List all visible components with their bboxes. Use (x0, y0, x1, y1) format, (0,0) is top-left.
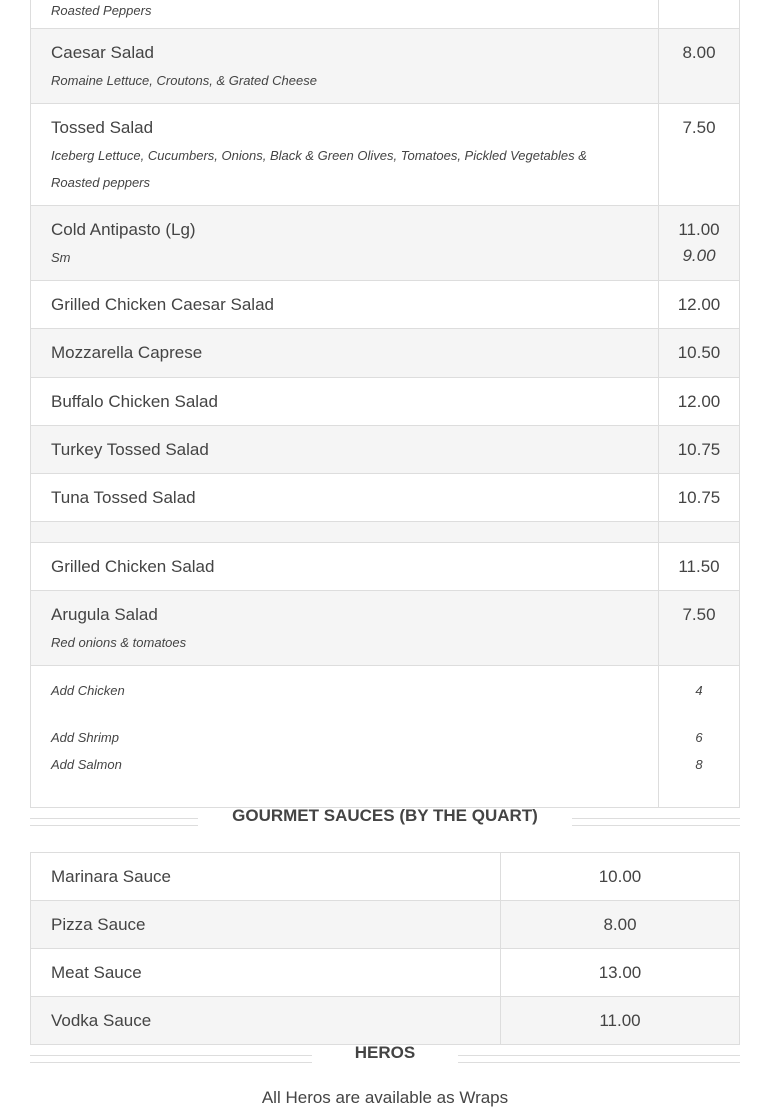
addon-price: 8 (695, 757, 703, 772)
divider (458, 1055, 740, 1063)
salads-table: Roasted Peppers Caesar Salad Romaine Lett… (30, 0, 740, 808)
menu-row: Grilled Chicken Salad 11.50 (30, 542, 740, 591)
section-title: GOURMET SAUCES (BY THE QUART) (232, 806, 538, 825)
menu-row: Mozzarella Caprese 10.50 (30, 328, 740, 378)
addon-name: Add Shrimp (51, 730, 119, 745)
item-name: Cold Antipasto (Lg) (51, 220, 196, 239)
item-name: Grilled Chicken Salad (51, 557, 215, 576)
addon-name: Add Chicken (51, 683, 125, 698)
item-price: 7.50 (682, 118, 716, 137)
item-name: Caesar Salad (51, 43, 155, 62)
item-price: 10.50 (677, 343, 721, 362)
item-name: Marinara Sauce (51, 867, 172, 886)
menu-row: Caesar Salad Romaine Lettuce, Croutons, &… (30, 28, 740, 104)
menu-row: Vodka Sauce 11.00 (30, 996, 740, 1045)
menu-row: Buffalo Chicken Salad 12.00 (30, 377, 740, 426)
item-price: 10.75 (677, 488, 721, 507)
addon-price: 4 (695, 683, 703, 698)
menu-row: Meat Sauce 13.00 (30, 948, 740, 997)
section-title: HEROS (354, 1043, 416, 1062)
item-price: 12.00 (677, 295, 721, 314)
item-price: 10.75 (677, 440, 721, 459)
menu-row: Tossed Salad Iceberg Lettuce, Cucumbers, … (30, 103, 740, 206)
item-name: Tuna Tossed Salad (51, 488, 196, 507)
addon-price: 6 (695, 730, 703, 745)
item-price-small: 9.00 (682, 246, 716, 265)
item-price: 8.00 (603, 915, 637, 934)
item-name: Pizza Sauce (51, 915, 146, 934)
section-heading-heros: HEROS (30, 1043, 740, 1071)
menu-row: Grilled Chicken Caesar Salad 12.00 (30, 280, 740, 329)
item-name: Buffalo Chicken Salad (51, 392, 218, 411)
item-desc: Roasted Peppers (51, 3, 152, 18)
item-desc: Red onions & tomatoes (51, 635, 187, 650)
item-name: Turkey Tossed Salad (51, 440, 209, 459)
item-price: 12.00 (677, 392, 721, 411)
divider (572, 818, 740, 826)
divider (30, 818, 198, 826)
item-name: Vodka Sauce (51, 1011, 152, 1030)
item-name: Mozzarella Caprese (51, 343, 203, 362)
menu-row: Tuna Tossed Salad 10.75 (30, 473, 740, 522)
divider (30, 1055, 312, 1063)
menu-row: Arugula Salad Red onions & tomatoes 7.50 (30, 590, 740, 666)
item-name: Grilled Chicken Caesar Salad (51, 295, 274, 314)
item-price: 11.00 (599, 1011, 641, 1030)
menu-row: Pizza Sauce 8.00 (30, 900, 740, 949)
menu-row: Cold Antipasto (Lg) Sm 11.00 9.00 (30, 205, 740, 281)
section-heading-sauces: GOURMET SAUCES (BY THE QUART) (30, 806, 740, 834)
item-price: 7.50 (682, 605, 716, 624)
item-price: 11.50 (678, 557, 720, 576)
item-name: Meat Sauce (51, 963, 142, 982)
sauces-table: Marinara Sauce 10.00 Pizza Sauce 8.00 Meat… (30, 852, 740, 1045)
addons-row: Add Chicken Add Shrimp Add Salmon 4 6 8 (30, 665, 740, 808)
item-price: 13.00 (598, 963, 642, 982)
item-price: 10.00 (598, 867, 642, 886)
item-price: 11.00 (678, 220, 720, 239)
item-desc: Sm (51, 250, 71, 265)
item-desc: Iceberg Lettuce, Cucumbers, Onions, Blac… (51, 148, 587, 190)
menu-row: Marinara Sauce 10.00 (30, 852, 740, 901)
item-desc: Romaine Lettuce, Croutons, & Grated Chee… (51, 73, 317, 88)
item-name: Arugula Salad (51, 605, 158, 624)
item-name: Tossed Salad (51, 118, 154, 137)
menu-row: Turkey Tossed Salad 10.75 (30, 425, 740, 474)
heros-note: All Heros are available as Wraps (261, 1088, 509, 1107)
item-price: 8.00 (682, 43, 716, 62)
addon-name: Add Salmon (51, 757, 122, 772)
empty-row (30, 521, 740, 543)
